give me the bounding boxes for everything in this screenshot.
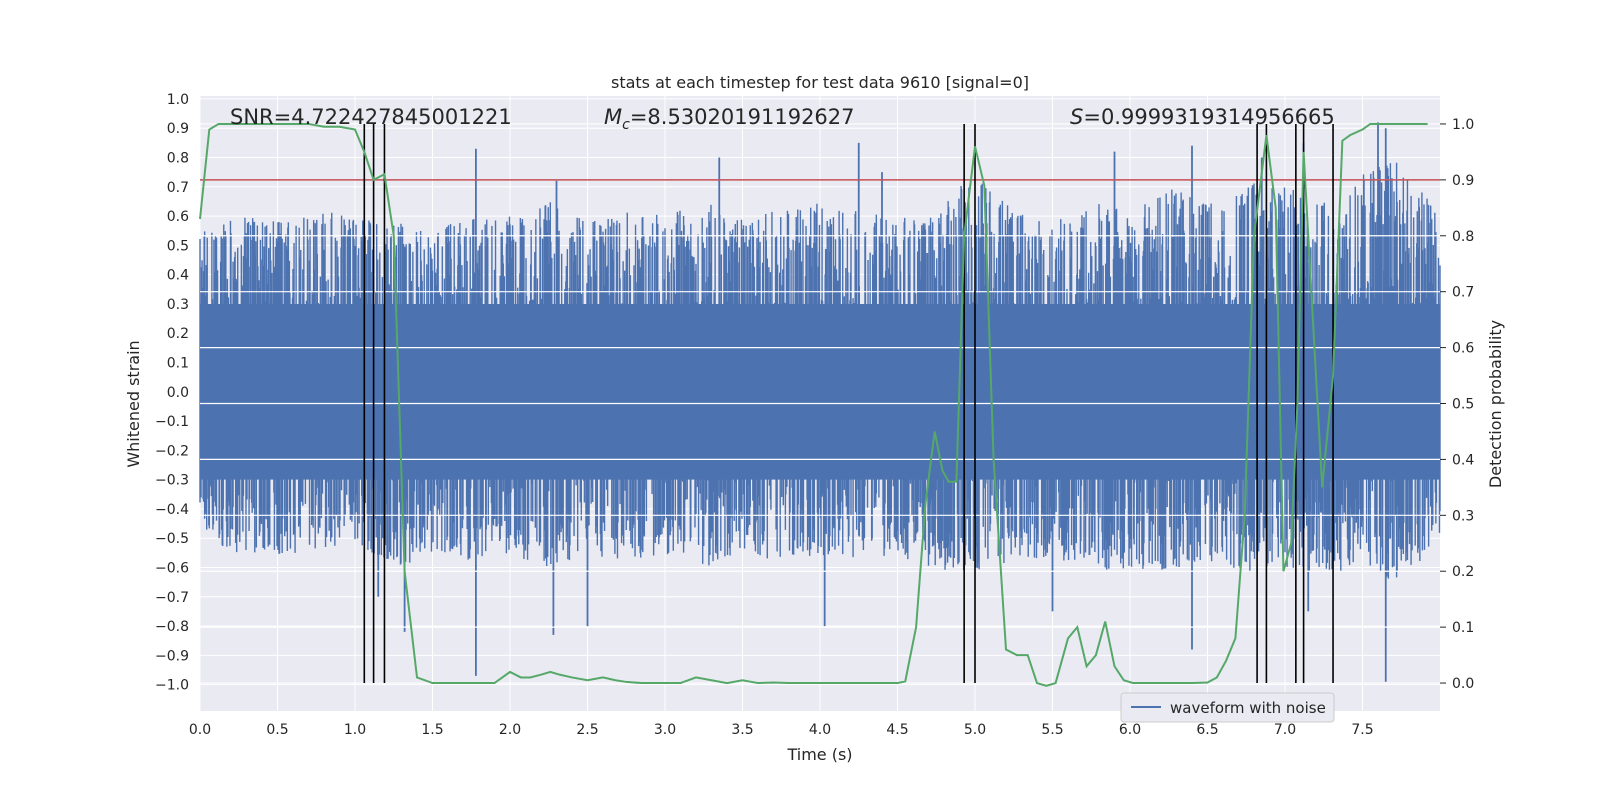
snr-annotation: SNR=4.722427845001221 <box>230 105 512 129</box>
x-tick-label: 1.0 <box>344 722 366 738</box>
y-tick-label-left: 0.2 <box>167 326 189 342</box>
y-tick-label-left: 0.3 <box>167 297 189 313</box>
waveform-core <box>200 303 1440 480</box>
x-tick-label: 1.5 <box>421 722 443 738</box>
y-tick-label-right: 0.8 <box>1452 229 1474 245</box>
y-tick-label-left: 0.0 <box>167 385 189 401</box>
y-tick-label-left: 1.0 <box>167 92 189 108</box>
y-tick-label-right: 1.0 <box>1452 117 1474 133</box>
x-tick-label: 7.5 <box>1351 722 1373 738</box>
x-tick-label: 2.0 <box>499 722 521 738</box>
x-tick-label: 6.0 <box>1119 722 1141 738</box>
y-tick-label-left: 0.9 <box>167 121 189 137</box>
chart-title: stats at each timestep for test data 961… <box>611 73 1029 92</box>
legend-box <box>1120 692 1335 723</box>
y-tick-label-left: −0.3 <box>155 473 189 489</box>
s-value: =0.9999319314956665 <box>1083 105 1334 129</box>
y-axis-right-ticks: 1.0 0.9 0.8 0.7 0.6 0.5 0.4 0.3 0.2 0.1 0.0 <box>1440 117 1474 692</box>
x-tick-label: 0.5 <box>266 722 288 738</box>
x-axis-ticks: 0.0 0.5 1.0 1.5 2.0 2.5 3.0 3.5 4.0 4.5 5.0 5.5 6.0 6… <box>189 722 1374 738</box>
y-tick-label-right: 0.9 <box>1452 173 1474 189</box>
legend-label: waveform with noise <box>1170 699 1326 717</box>
y-tick-label-right: 0.5 <box>1452 397 1474 413</box>
x-tick-label: 2.5 <box>576 722 598 738</box>
y-tick-label-left: −0.5 <box>155 531 189 547</box>
mc-value: =8.53020191192627 <box>630 105 855 129</box>
y-tick-label-right: 0.1 <box>1452 620 1474 636</box>
y-tick-label-left: 0.6 <box>167 209 189 225</box>
y-tick-label-left: 0.8 <box>167 151 189 167</box>
y-tick-label-left: −0.9 <box>155 648 189 664</box>
x-tick-label: 5.5 <box>1041 722 1063 738</box>
x-tick-label: 3.5 <box>731 722 753 738</box>
waveform-series <box>199 122 1441 682</box>
y-tick-label-left: 0.1 <box>167 356 189 372</box>
x-tick-label: 3.0 <box>654 722 676 738</box>
y-tick-label-left: −0.1 <box>155 414 189 430</box>
x-tick-label: 0.0 <box>189 722 211 738</box>
y-tick-label-left: −0.2 <box>155 443 189 459</box>
mc-symbol: M <box>604 105 622 129</box>
y-axis-right-label: Detection probability <box>1486 320 1505 488</box>
s-symbol: S <box>1070 105 1083 129</box>
y-tick-label-right: 0.4 <box>1452 452 1474 468</box>
y-tick-label-right: 0.6 <box>1452 341 1474 357</box>
mc-subscript: c <box>622 117 630 133</box>
x-tick-label: 4.5 <box>886 722 908 738</box>
y-axis-left-label: Whitened strain <box>124 340 143 467</box>
y-tick-label-left: 0.4 <box>167 268 189 284</box>
x-axis-label: Time (s) <box>786 745 852 764</box>
y-tick-label-right: 0.2 <box>1452 564 1474 580</box>
y-tick-label-left: 0.7 <box>167 180 189 196</box>
y-tick-label-left: −0.6 <box>155 561 189 577</box>
vertical-markers <box>363 123 1334 684</box>
y-tick-label-right: 0.7 <box>1452 285 1474 301</box>
y-tick-label-left: −0.4 <box>155 502 189 518</box>
y-axis-left-ticks: 1.0 0.9 0.8 0.7 0.6 0.5 0.4 0.3 0.2 0.1 0.0 −0.1 −0.… <box>155 92 189 694</box>
y-tick-label-left: 0.5 <box>167 238 189 254</box>
x-tick-label: 6.5 <box>1196 722 1218 738</box>
y-tick-label-right: 0.0 <box>1452 676 1474 692</box>
y-tick-label-left: −1.0 <box>155 678 189 694</box>
x-tick-label: 5.0 <box>964 722 986 738</box>
mc-annotation: Mc=8.53020191192627 <box>604 105 855 133</box>
s-annotation: S=0.9999319314956665 <box>1070 105 1335 129</box>
y-tick-label-left: −0.7 <box>155 590 189 606</box>
y-tick-label-left: −0.8 <box>155 619 189 635</box>
probability-line <box>199 122 1428 687</box>
y-tick-label-right: 0.3 <box>1452 508 1474 524</box>
x-tick-label: 7.0 <box>1274 722 1296 738</box>
grid-right <box>200 123 1440 684</box>
legend: waveform with noise <box>1120 692 1335 723</box>
x-tick-label: 4.0 <box>809 722 831 738</box>
probability-series <box>199 122 1428 687</box>
